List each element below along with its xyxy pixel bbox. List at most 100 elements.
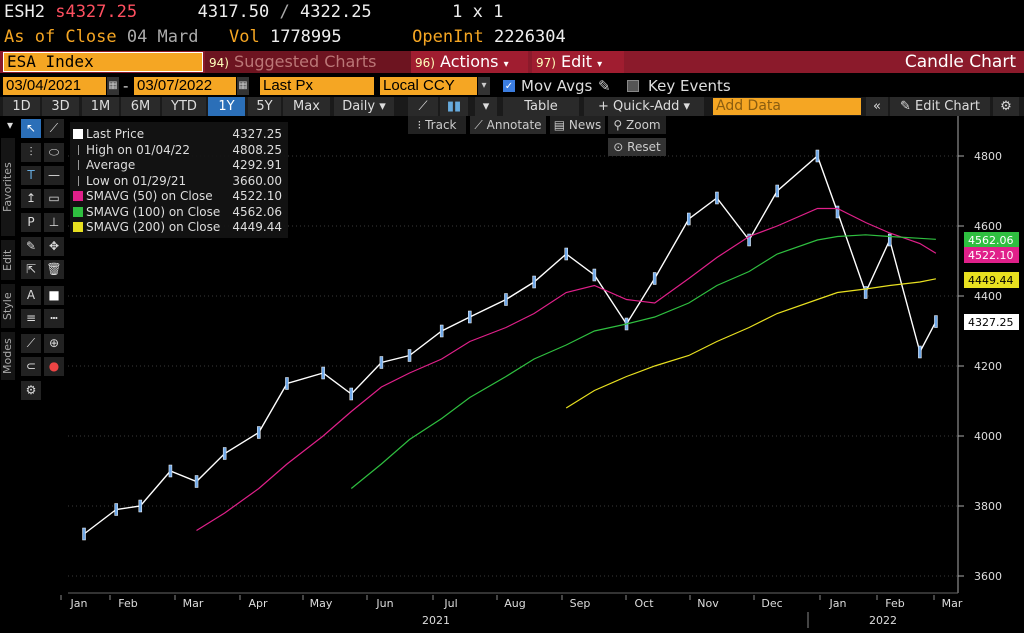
range-button-1d[interactable]: 1D [3, 97, 40, 116]
side-tab-favorites[interactable]: Favorites [1, 138, 15, 236]
price-label-icon[interactable]: P [21, 213, 41, 232]
legend-row: SMAVG (100) on Close 4562.06 [73, 205, 286, 220]
side-tab-style[interactable]: Style [1, 284, 15, 328]
font-icon[interactable]: A [21, 286, 41, 305]
bid-ask-size: 1 x 1 [452, 2, 504, 22]
candle-mark [407, 349, 412, 362]
range-bar: Daily ▾ ⟋ ▮▮ ▾ Table + Quick-Add ▾ Add D… [0, 97, 1024, 116]
reset-button[interactable]: ⊙ Reset [608, 138, 666, 156]
range-button-ytd[interactable]: YTD [162, 97, 206, 116]
snap-icon[interactable]: ⊂ [21, 357, 41, 376]
edit-chart-button[interactable]: ✎ Edit Chart [890, 97, 990, 116]
range-button-max[interactable]: Max [283, 97, 330, 116]
news-label: News [568, 118, 602, 132]
annotate-button[interactable]: ⟋ Annotate [470, 116, 546, 134]
legend-label: SMAVG (200) on Close [86, 220, 221, 234]
settings-icon[interactable]: ⚙ [21, 381, 41, 400]
vol-label: Vol [229, 27, 260, 47]
legend-value: 4522.10 [232, 189, 282, 203]
pen-icon[interactable]: ✎ [21, 237, 41, 256]
chart-type-title: Candle Chart [904, 52, 1016, 72]
legend-row: SMAVG (200) on Close 4449.44 [73, 220, 286, 235]
time-label-icon[interactable]: ⊥ [44, 213, 64, 232]
line-tool-icon[interactable]: ⟋ [44, 119, 64, 138]
gear-icon[interactable]: ⚙ [993, 97, 1019, 116]
fib-tool-icon[interactable]: ⫶ [21, 143, 41, 162]
security-input[interactable]: ESA Index [3, 52, 203, 72]
pencil-icon[interactable]: ✎ [598, 77, 611, 95]
track-label: Track [425, 118, 457, 132]
range-button-1m[interactable]: 1M [82, 97, 119, 116]
candle-mark [321, 366, 325, 380]
crosshair-icon[interactable]: ⟋ [21, 334, 41, 353]
candle-mark [564, 247, 568, 261]
range-button-3d[interactable]: 3D [42, 97, 79, 116]
end-date-input[interactable]: 03/07/2022 [134, 77, 236, 95]
measure-icon[interactable]: ↥ [21, 189, 41, 208]
legend-value: 4292.91 [232, 158, 282, 172]
line-width-icon[interactable]: ≡ [21, 309, 41, 328]
trash-icon[interactable]: 🗑 [44, 260, 64, 279]
table-button[interactable]: Table [503, 97, 579, 116]
line-style-icon[interactable]: ┅ [44, 309, 64, 328]
actions-num: 96) [415, 56, 435, 70]
price-tag [964, 314, 1019, 330]
collapse-arrow-icon[interactable]: ▾ [6, 118, 14, 132]
series-line [196, 207, 937, 532]
range-button-1y[interactable]: 1Y [208, 97, 245, 116]
actions-label: Actions [440, 52, 499, 71]
candle-mark [138, 499, 143, 513]
zoom-button[interactable]: ⚲ Zoom [608, 116, 666, 134]
x-tick-label: Nov [697, 597, 719, 610]
edit-menu[interactable]: 97) Edit ▾ [532, 51, 624, 73]
range-button-6m[interactable]: 6M [121, 97, 160, 116]
actions-menu[interactable]: 96) Actions ▾ [411, 51, 528, 73]
calendar-icon[interactable]: ▦ [237, 77, 249, 95]
range-button-5y[interactable]: 5Y [248, 97, 281, 116]
legend-marker-icon [78, 175, 79, 186]
currency-select[interactable]: Local CCY [380, 77, 477, 95]
track-button[interactable]: ⁝ Track [408, 116, 466, 134]
side-tab-modes[interactable]: Modes [1, 332, 15, 380]
magnet-icon[interactable]: ⊕ [44, 334, 64, 353]
rectangle-icon[interactable]: ▭ [44, 189, 64, 208]
candle-mark [815, 149, 820, 163]
quick-add-button[interactable]: + Quick-Add ▾ [584, 97, 704, 116]
last-prefix: s [55, 2, 66, 22]
series-line [350, 234, 936, 489]
edit-num: 97) [536, 56, 556, 70]
price-tag-label: 4327.25 [968, 316, 1014, 329]
ellipse-icon[interactable]: ⬭ [44, 143, 64, 162]
multicolor-icon[interactable]: ● [44, 357, 64, 376]
start-date-input[interactable]: 03/04/2021 [3, 77, 106, 95]
color-swatch-icon[interactable]: ■ [44, 286, 64, 305]
legend-label: Last Price [86, 127, 145, 141]
candle-mark [114, 503, 118, 516]
chevron-down-icon[interactable]: ▾ [475, 97, 497, 116]
move-icon[interactable]: ✥ [44, 237, 64, 256]
key-events-checkbox[interactable] [627, 80, 639, 92]
line-chart-icon[interactable]: ⟋ [408, 97, 438, 116]
ticker: ESH2 [4, 2, 45, 22]
function-toolbar: ESA Index 94) Suggested Charts 96) Actio… [0, 51, 1024, 73]
candle-mark [863, 286, 868, 299]
hline-icon[interactable]: — [44, 166, 64, 185]
select-area-icon[interactable]: ⇱ [21, 260, 41, 279]
period-select[interactable]: Daily ▾ [334, 97, 394, 116]
field-select[interactable]: Last Px [260, 77, 374, 95]
candle-chart-icon[interactable]: ▮▮ [440, 97, 468, 116]
calendar-icon[interactable]: ▦ [107, 77, 119, 95]
news-button[interactable]: ▤ News [550, 116, 605, 134]
x-tick-label: Oct [634, 597, 654, 610]
collapse-icon[interactable]: « [866, 97, 888, 116]
side-tab-edit[interactable]: Edit [1, 240, 15, 280]
mov-avgs-checkbox[interactable]: ✓ [503, 80, 515, 92]
chevron-down-icon[interactable]: ▾ [478, 77, 490, 95]
add-data-input[interactable]: Add Data [713, 98, 861, 115]
y-tick-label: 3600 [974, 570, 1002, 583]
text-tool-icon[interactable]: T [21, 166, 41, 185]
year-label: 2022 [869, 614, 897, 627]
legend-label: Average [86, 158, 136, 172]
pointer-icon[interactable]: ↖ [21, 119, 41, 138]
